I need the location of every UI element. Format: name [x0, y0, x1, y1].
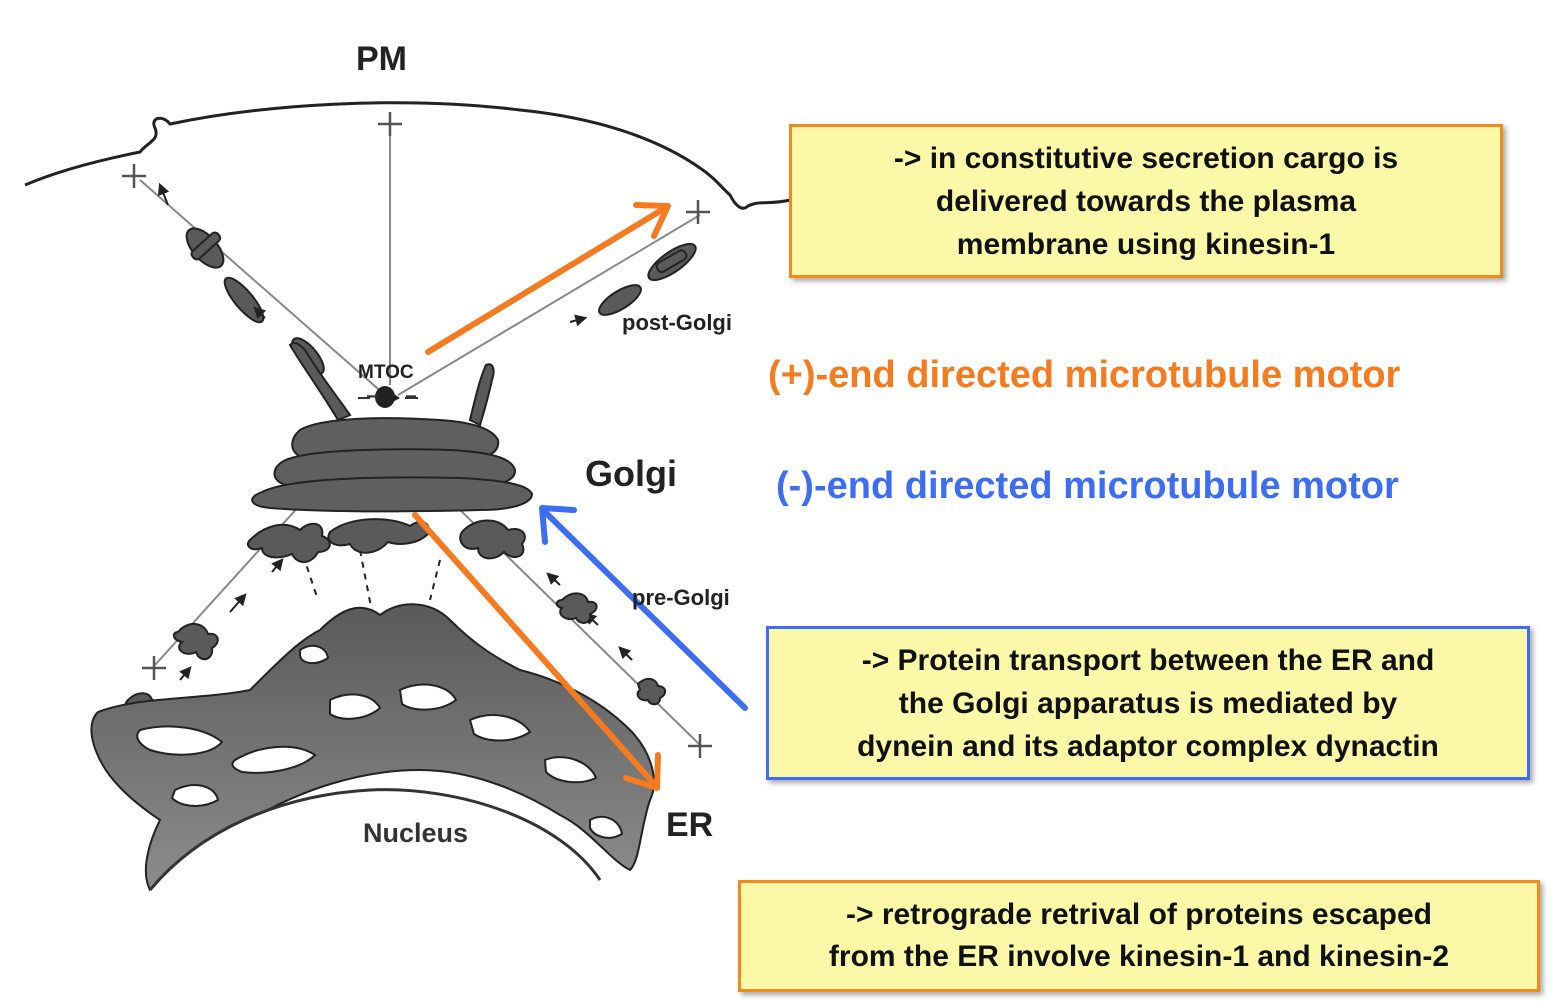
nuclear-envelope — [148, 788, 602, 891]
transport-box: -> Protein transport between the ER and … — [766, 626, 1530, 780]
secretion-line-1: -> in constitutive secretion cargo is — [893, 141, 1399, 175]
minus-end-arrow — [539, 505, 748, 711]
mtoc-minus-right: − — [405, 386, 417, 408]
secretion-line-2: delivered towards the plasma — [935, 184, 1357, 218]
golgi-stack — [251, 417, 534, 513]
plus-end-arrows — [412, 202, 671, 791]
secretion-line-3: membrane using kinesin-1 — [956, 227, 1336, 261]
transport-line-2: the Golgi apparatus is mediated by — [898, 686, 1398, 720]
plasma-membrane — [24, 101, 791, 210]
retrograde-line-2: from the ER involve kinesin-1 and kinesi… — [828, 940, 1450, 973]
label-pre-golgi: pre-Golgi — [632, 585, 730, 610]
plus-end-markers — [122, 112, 712, 758]
transport-line-3: dynein and its adaptor complex dynactin — [857, 729, 1439, 763]
er-network — [90, 603, 655, 892]
minus-end-motor-heading: (-)-end directed microtubule motor — [776, 465, 1399, 507]
pre-golgi-structures — [124, 518, 666, 720]
retrograde-line-1: -> retrograde retrival of proteins escap… — [845, 898, 1433, 931]
nucleus — [150, 789, 600, 1002]
label-er: ER — [666, 806, 714, 844]
label-pm: PM — [356, 40, 407, 78]
label-nucleus: Nucleus — [363, 818, 469, 848]
mtoc — [358, 386, 418, 408]
label-mtoc: MTOC — [358, 362, 414, 383]
retrograde-box: -> retrograde retrival of proteins escap… — [738, 880, 1540, 992]
secretion-box: -> in constitutive secretion cargo is de… — [789, 124, 1503, 278]
transport-arrows — [157, 182, 633, 681]
label-golgi: Golgi — [585, 453, 677, 494]
plus-end-motor-heading: (+)-end directed microtubule motor — [768, 354, 1401, 396]
transport-line-1: -> Protein transport between the ER and — [861, 643, 1435, 677]
mtoc-minus-left: − — [366, 386, 378, 408]
label-post-golgi: post-Golgi — [622, 310, 732, 335]
